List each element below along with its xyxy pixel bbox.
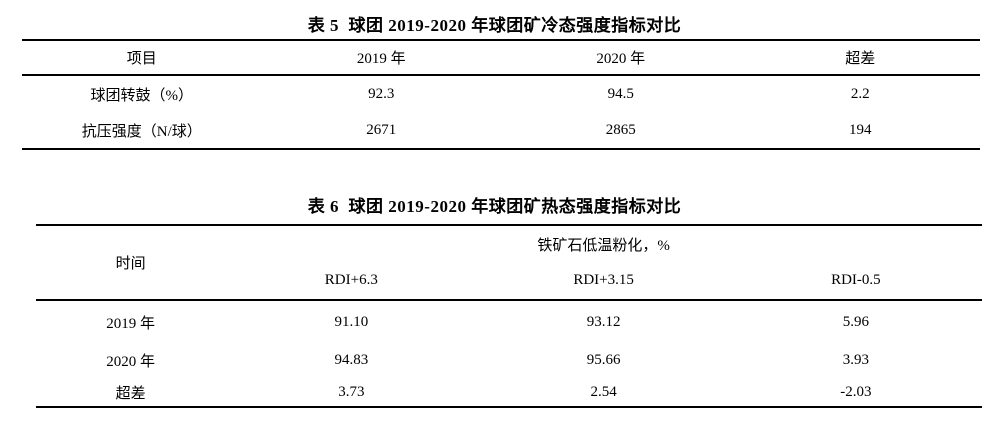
table-cell: 194 [849,122,872,138]
table-cell: 2.2 [740,74,980,113]
table-row: 2019 年 91.10 93.12 5.96 [36,299,982,343]
table6-header-rdi05: RDI-0.5 [831,272,881,288]
table-cell: -2.03 [840,383,872,400]
row-label: 抗压强度（N/球） [81,124,202,140]
table5: 项目 2019 年 2020 年 超差 球团转鼓（%） 92.3 94.5 2.… [22,39,980,150]
table6-header-rdi63: RDI+6.3 [324,272,378,288]
row-label: 2019 年 [36,299,226,343]
table5-header-item: 项目 [126,51,157,67]
table-cell: 94.83 [334,352,369,368]
table5-header-diff: 超差 [845,51,876,67]
table-row: 球团转鼓（%） 92.3 94.5 2.2 [22,74,980,113]
document-page: 表 5 球团 2019-2020 年球团矿冷态强度指标对比 项目 2019 年 … [0,13,989,422]
table-row: 2020 年 94.83 95.66 3.93 [36,343,982,378]
row-label: 2020 年 [106,354,155,370]
table-cell: 91.10 [225,299,478,343]
table6-header-time: 时间 [115,256,146,272]
table5-header-2019: 2019 年 [356,51,406,67]
table-cell: 94.5 [501,74,741,113]
table-cell: 3.93 [842,352,869,368]
table-cell: 95.66 [586,352,621,368]
table6-header-rdi315: RDI+3.15 [573,272,634,288]
table-cell: 93.12 [477,299,730,343]
table-row: 超差 3.73 2.54 -2.03 [36,378,982,407]
table-cell: 2865 [605,122,636,138]
row-label: 球团转鼓（%） [22,74,262,113]
table6-header-group-row: 时间 铁矿石低温粉化，% [36,225,982,273]
table6: 时间 铁矿石低温粉化，% RDI+6.3 RDI+3.15 RDI-0.5 20… [36,224,982,408]
table-cell: 5.96 [729,299,982,343]
row-label: 超差 [115,385,146,402]
table6-header-sub-row: RDI+6.3 RDI+3.15 RDI-0.5 [36,262,982,300]
table5-title: 表 5 球团 2019-2020 年球团矿冷态强度指标对比 [307,16,682,35]
table5-header-2020: 2020 年 [596,51,646,67]
table-cell: 2.54 [590,383,617,400]
table6-title: 表 6 球团 2019-2020 年球团矿热态强度指标对比 [307,197,682,216]
table-cell: 2671 [366,122,397,138]
table6-header-group: 铁矿石低温粉化，% [537,237,670,254]
table5-header-row: 项目 2019 年 2020 年 超差 [22,40,980,75]
table-row: 抗压强度（N/球） 2671 2865 194 [22,113,980,149]
table-cell: 92.3 [261,74,501,113]
table-cell: 3.73 [338,383,365,400]
